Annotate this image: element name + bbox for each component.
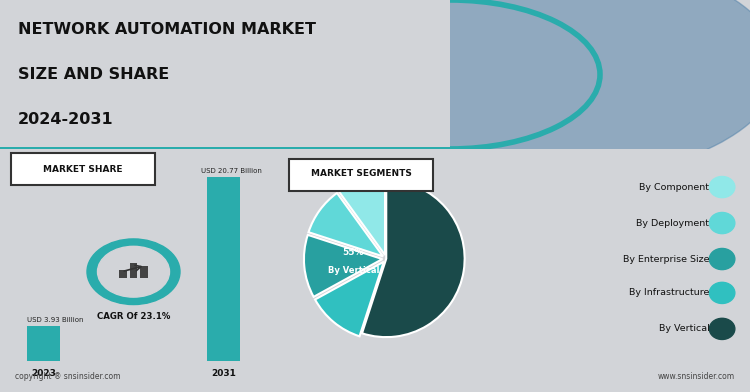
Wedge shape: [308, 193, 383, 256]
Text: SIZE AND SHARE: SIZE AND SHARE: [18, 67, 170, 82]
Text: By Enterprise Size: By Enterprise Size: [622, 254, 710, 263]
Circle shape: [710, 282, 735, 303]
Text: copyright ® snsinsider.com: copyright ® snsinsider.com: [15, 372, 121, 381]
Text: 55%: 55%: [343, 248, 364, 257]
Wedge shape: [304, 235, 382, 297]
Bar: [140, 267, 148, 278]
Circle shape: [98, 246, 170, 297]
FancyBboxPatch shape: [10, 153, 154, 185]
Text: 2024-2031: 2024-2031: [18, 112, 114, 127]
Bar: [130, 263, 137, 278]
Circle shape: [710, 212, 735, 234]
Circle shape: [710, 249, 735, 270]
Text: By Vertical: By Vertical: [328, 266, 379, 275]
Text: USD 3.93 Billion: USD 3.93 Billion: [27, 317, 83, 323]
Circle shape: [87, 239, 180, 305]
Text: MARKET SHARE: MARKET SHARE: [43, 165, 122, 174]
Text: www.snsinsider.com: www.snsinsider.com: [658, 372, 735, 381]
Text: By Infrastructure: By Infrastructure: [629, 289, 710, 298]
Circle shape: [710, 176, 735, 198]
FancyArrow shape: [0, 147, 450, 151]
Text: USD 20.77 Billion: USD 20.77 Billion: [201, 168, 262, 174]
Bar: [27, 326, 60, 361]
Circle shape: [330, 0, 750, 179]
Text: MARKET SEGMENTS: MARKET SEGMENTS: [310, 169, 412, 178]
Text: By Vertical: By Vertical: [658, 325, 710, 333]
Bar: [207, 178, 240, 361]
Wedge shape: [362, 180, 465, 337]
Wedge shape: [339, 176, 385, 255]
Text: NETWORK AUTOMATION MARKET: NETWORK AUTOMATION MARKET: [18, 22, 316, 37]
FancyBboxPatch shape: [289, 159, 434, 191]
Wedge shape: [315, 262, 384, 336]
Bar: [119, 270, 127, 278]
Text: By Deployment: By Deployment: [636, 219, 710, 227]
Text: By Component: By Component: [639, 183, 710, 192]
Text: CAGR Of 23.1%: CAGR Of 23.1%: [97, 312, 170, 321]
Text: 2023: 2023: [31, 369, 56, 378]
Text: 2031: 2031: [211, 369, 236, 378]
Circle shape: [710, 318, 735, 339]
